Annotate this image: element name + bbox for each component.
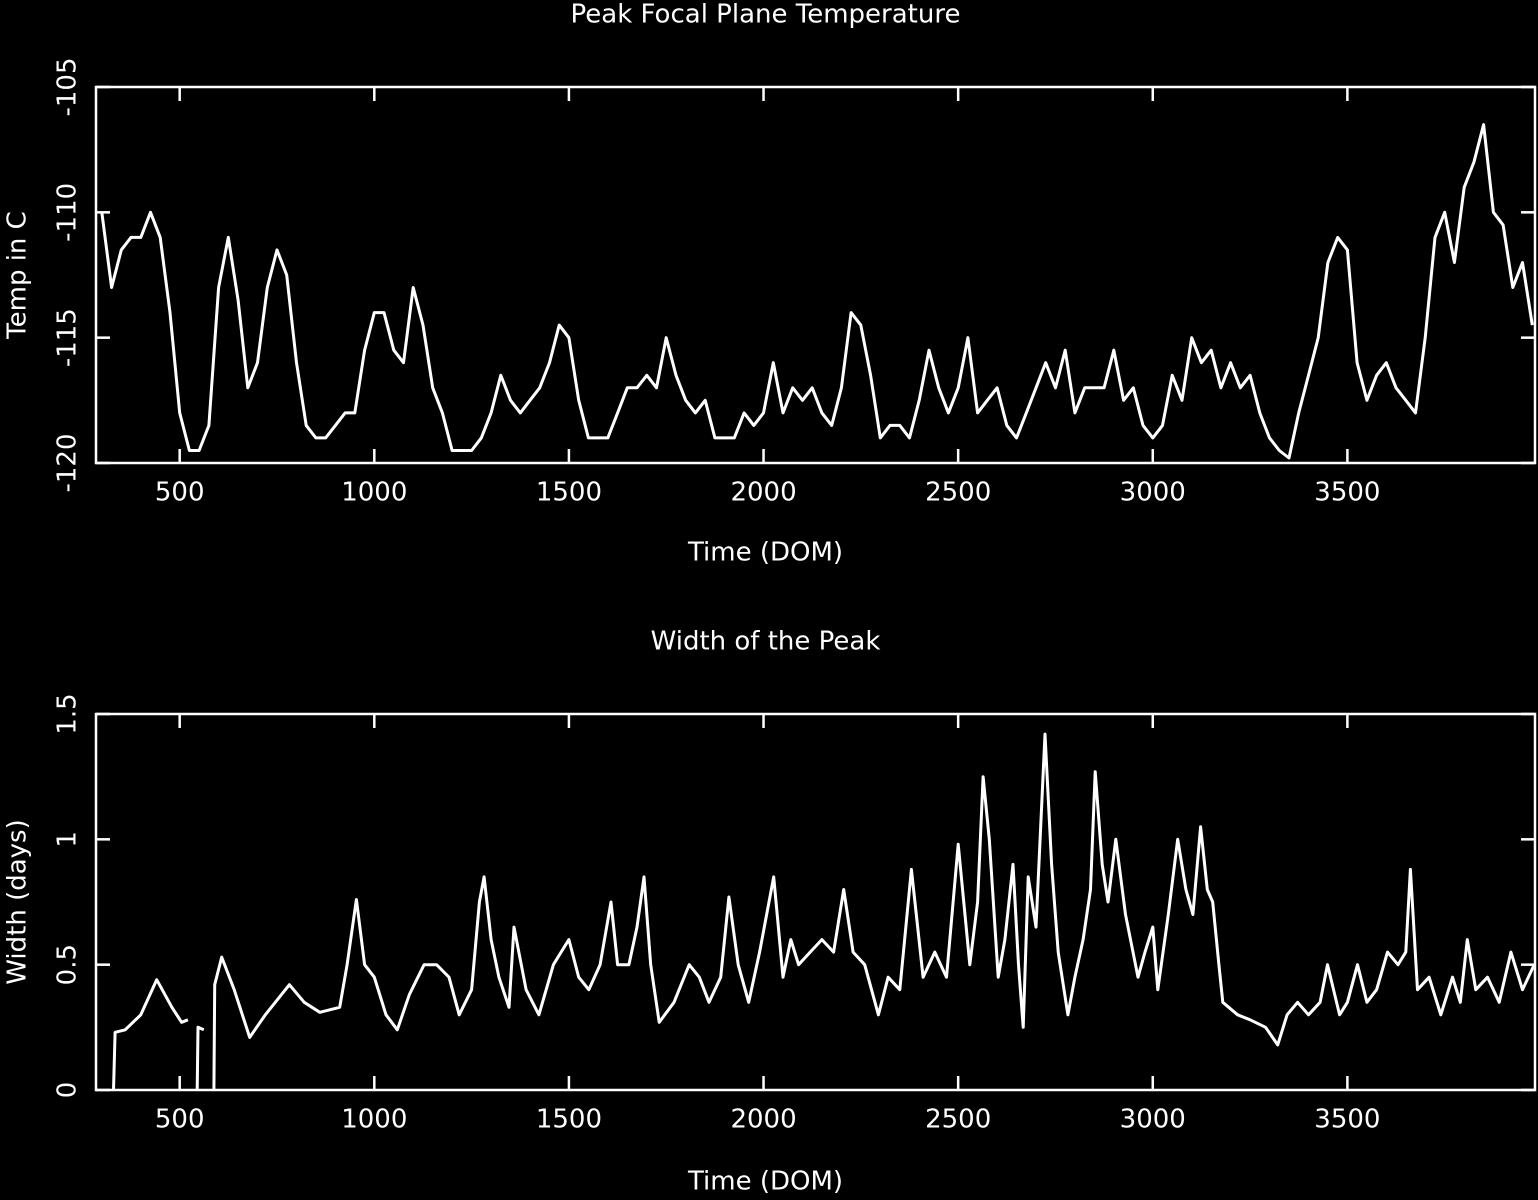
plot-frame (94, 85, 1537, 465)
y-tick-label: 1.5 (53, 693, 83, 734)
y-axis-label: Temp in C (3, 211, 33, 340)
x-tick-label: 2000 (730, 478, 796, 508)
x-axis-label: Time (DOM) (687, 1167, 843, 1197)
x-tick-label: 3500 (1314, 478, 1380, 508)
x-tick-label: 500 (155, 1105, 205, 1135)
y-tick-label: 0 (53, 1082, 83, 1099)
x-axis-label: Time (DOM) (687, 538, 843, 568)
x-tick-label: 3500 (1314, 1105, 1380, 1135)
y-tick-label: 1 (53, 831, 83, 848)
data-line (112, 978, 189, 1091)
chart-title: Width of the Peak (651, 627, 881, 657)
x-tick-label: 2500 (925, 478, 991, 508)
data-line (195, 1025, 205, 1091)
x-tick-label: 1000 (341, 1105, 407, 1135)
x-tick-label: 2000 (730, 1105, 796, 1135)
y-tick-label: 0.5 (53, 944, 83, 985)
y-tick-label: -120 (53, 433, 83, 492)
x-tick-label: 1000 (341, 478, 407, 508)
y-tick-label: -110 (53, 183, 83, 242)
x-tick-label: 1500 (536, 478, 602, 508)
data-line (212, 732, 1536, 1091)
x-tick-label: 1500 (536, 1105, 602, 1135)
data-line (100, 123, 1534, 460)
x-tick-label: 500 (155, 478, 205, 508)
x-tick-label: 2500 (925, 1105, 991, 1135)
plot-frame (94, 712, 1537, 1092)
x-tick-label: 3000 (1120, 478, 1186, 508)
y-tick-label: -105 (53, 57, 83, 116)
y-axis-label: Width (days) (3, 819, 33, 984)
chart-title: Peak Focal Plane Temperature (571, 0, 961, 30)
x-tick-label: 3000 (1120, 1105, 1186, 1135)
y-tick-label: -115 (53, 308, 83, 367)
